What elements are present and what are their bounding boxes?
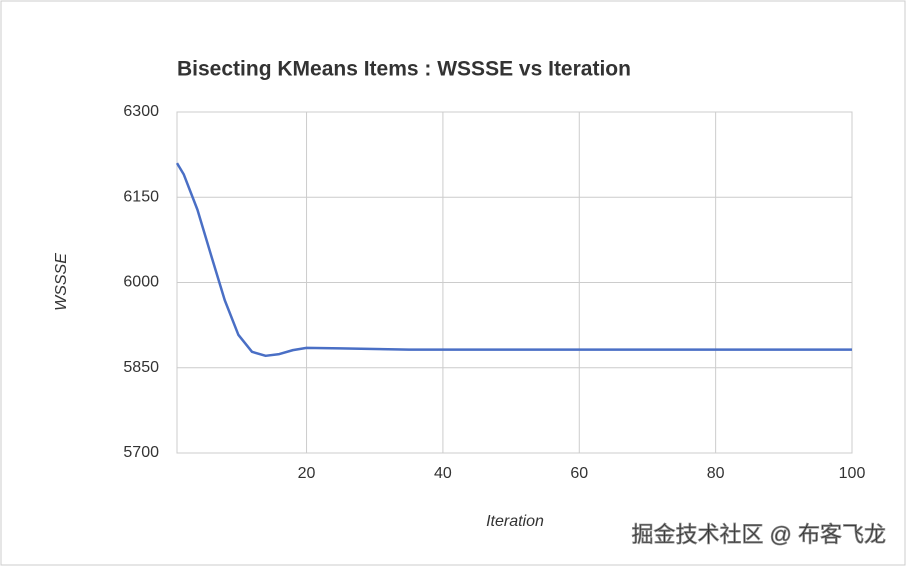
y-tick-label: 6150: [123, 188, 159, 205]
chart-title: Bisecting KMeans Items : WSSSE vs Iterat…: [177, 58, 631, 81]
x-tick-label: 40: [434, 465, 452, 482]
x-tick-label: 20: [298, 465, 316, 482]
x-tick-label: 80: [707, 465, 725, 482]
x-axis-label: Iteration: [486, 513, 544, 530]
watermark: 掘金技术社区 @ 布客飞龙: [631, 522, 886, 547]
x-tick-label: 100: [839, 465, 866, 482]
y-axis-label: WSSSE: [53, 253, 70, 311]
y-tick-label: 6300: [123, 103, 159, 120]
x-tick-label: 60: [570, 465, 588, 482]
data-line: [175, 162, 852, 358]
y-tick-label: 5700: [123, 444, 159, 461]
y-tick-label: 6000: [123, 274, 159, 291]
y-tick-label: 5850: [123, 359, 159, 376]
